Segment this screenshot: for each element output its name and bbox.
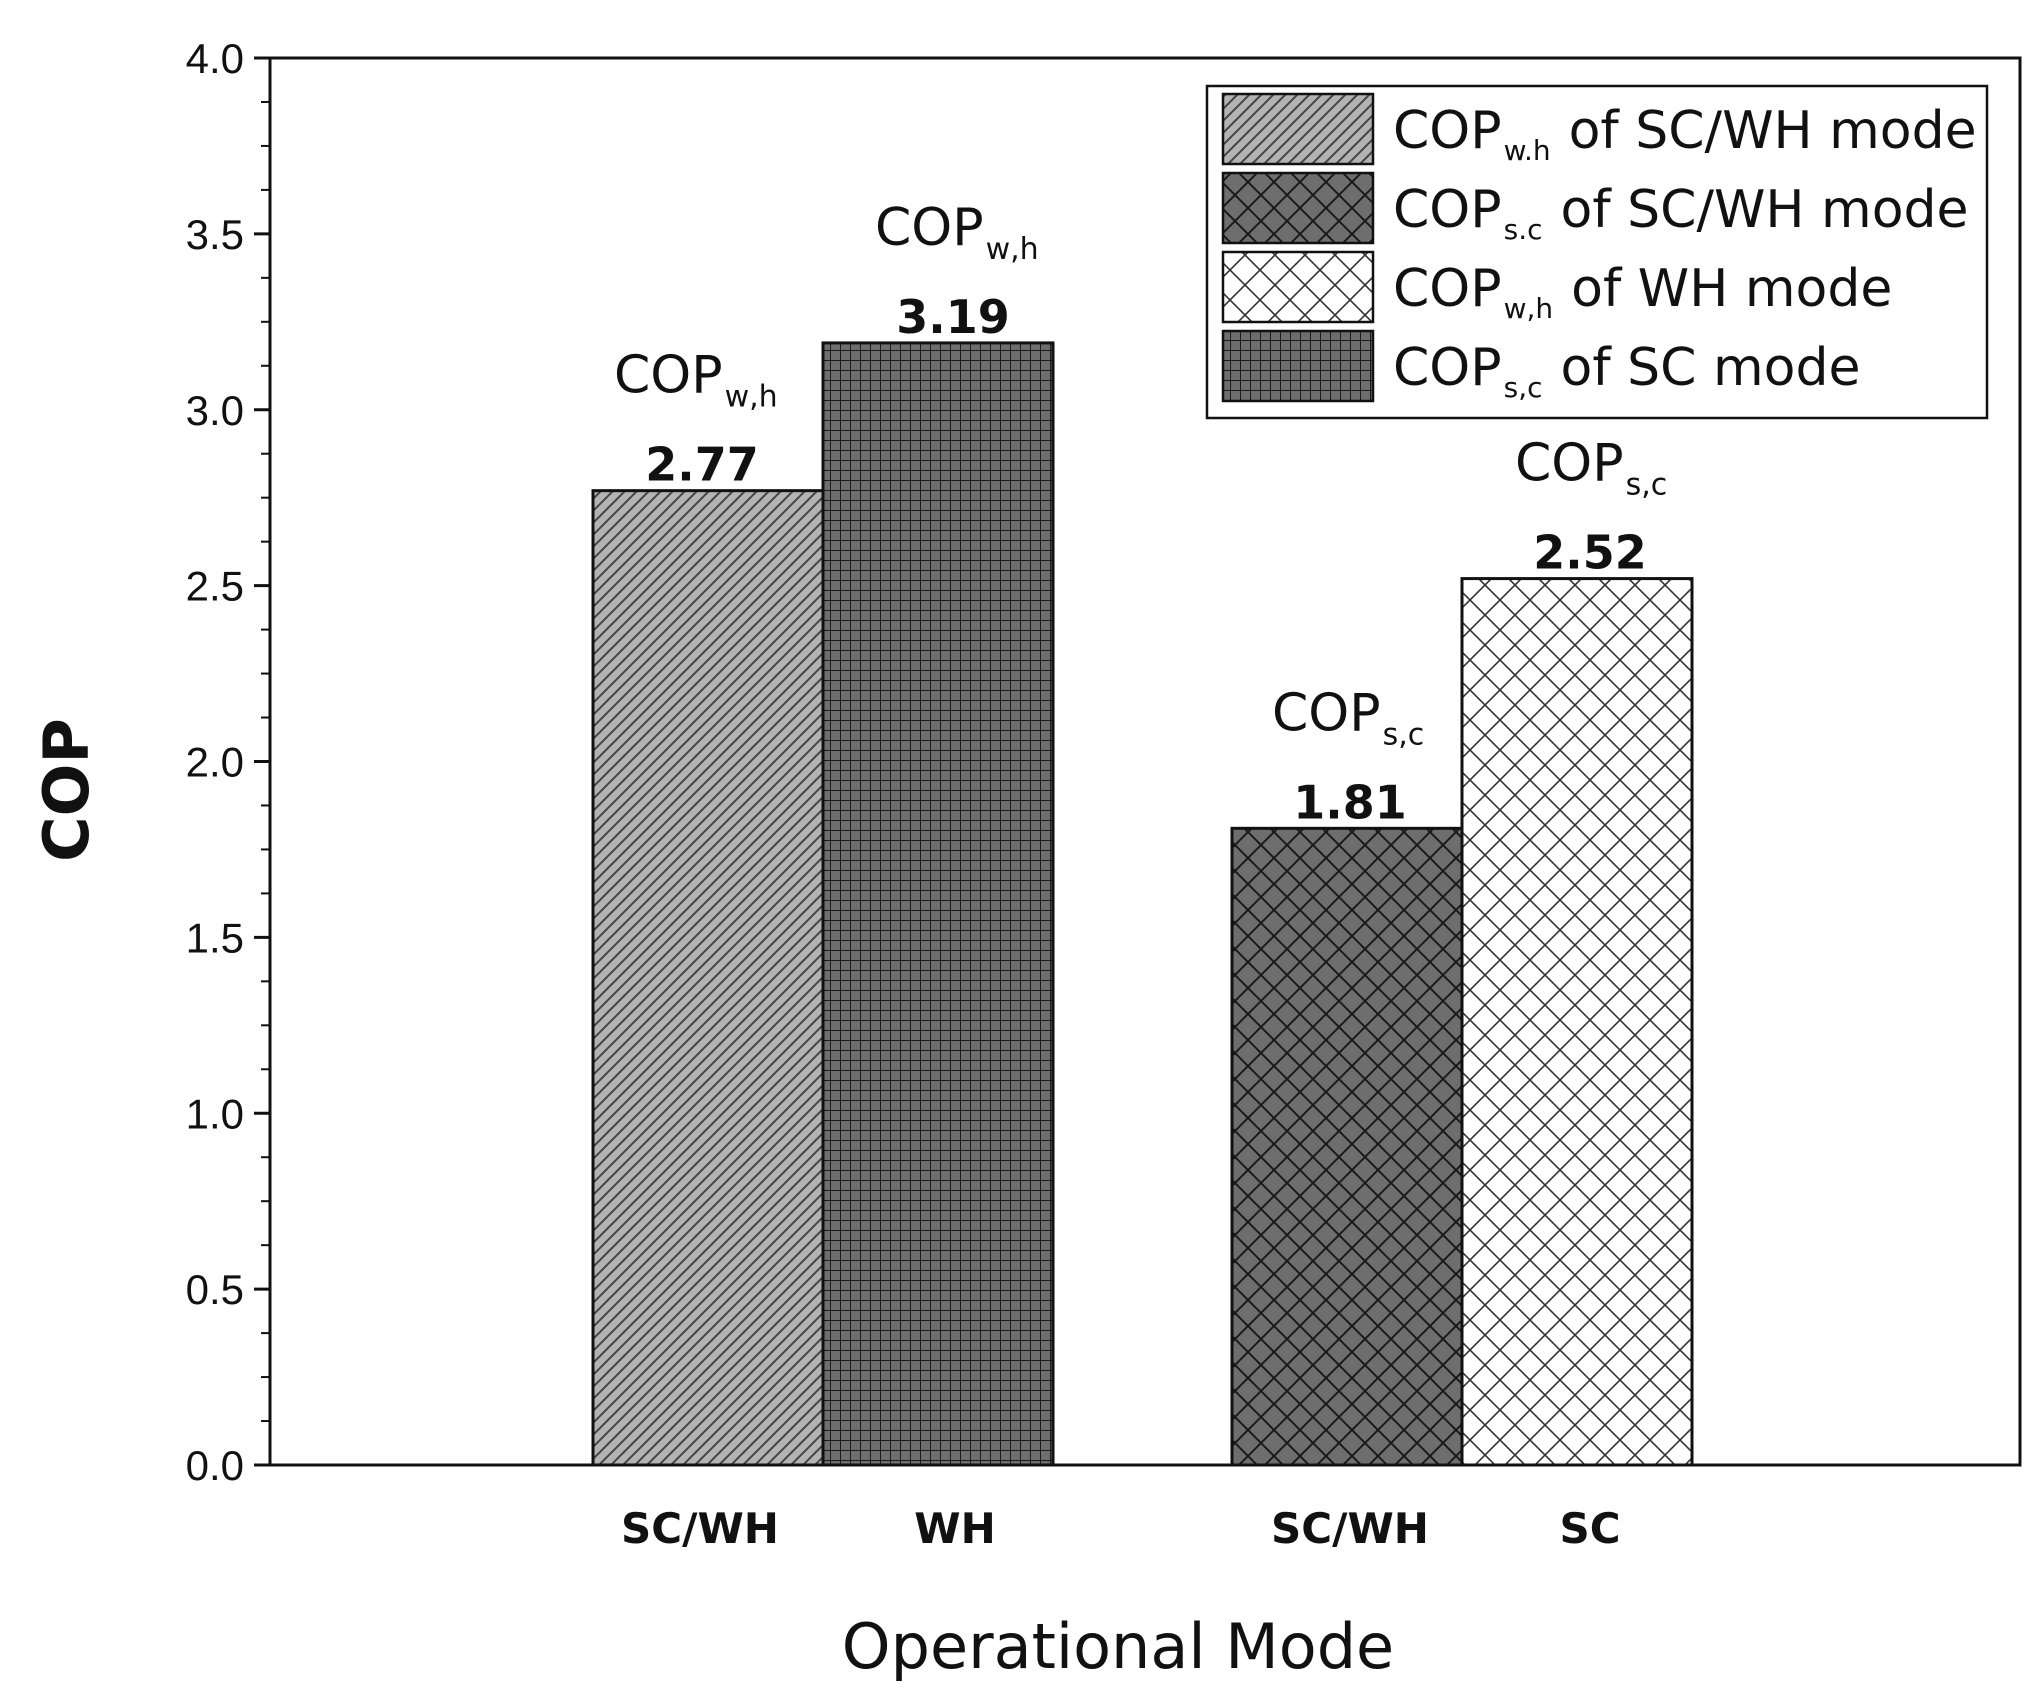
legend-label-subscript: w,h	[1504, 292, 1554, 325]
legend-label-rest: of SC/WH mode	[1561, 180, 1969, 240]
y-axis-title: COP	[30, 718, 103, 862]
bar-3	[1230, 826, 1464, 1467]
x-category-label-3: SC/WH	[1271, 1504, 1429, 1553]
legend-swatch-3	[1221, 250, 1375, 324]
x-category-label-2: WH	[914, 1504, 995, 1553]
y-tick-label: 0.0	[186, 1442, 244, 1489]
cop-annotation-main: COP	[614, 346, 723, 406]
y-tick-label: 2.0	[186, 739, 244, 786]
x-category-label-4: SC	[1559, 1504, 1620, 1553]
legend-label-4: COPs,c of SC mode	[1393, 338, 1860, 404]
bar-4	[1460, 577, 1694, 1467]
legend-label-rest: of WH mode	[1571, 259, 1892, 319]
y-tick-label: 1.5	[186, 914, 244, 961]
cop-annotation-2: COPw,h	[875, 198, 1039, 267]
legend-label-rest: of SC/WH mode	[1569, 101, 1977, 161]
legend-swatch-1	[1221, 92, 1375, 166]
value-label-3: 1.81	[1293, 775, 1407, 829]
y-tick-label: 3.5	[186, 211, 244, 258]
y-tick-label: 3.0	[186, 387, 244, 434]
cop-annotation-subscript: s,c	[1626, 468, 1668, 503]
cop-annotation-main: COP	[1272, 683, 1381, 743]
legend-swatch-2	[1221, 171, 1375, 245]
legend-label-3: COPw,h of WH mode	[1393, 259, 1892, 325]
legend-label-main: COP	[1393, 180, 1502, 240]
legend-label-rest: of SC mode	[1561, 338, 1861, 398]
legend-label-subscript: s,c	[1504, 371, 1543, 404]
legend-label-main: COP	[1393, 338, 1502, 398]
y-tick-label: 4.0	[186, 35, 244, 82]
cop-annotation-main: COP	[875, 198, 984, 258]
bar-2	[821, 341, 1055, 1467]
legend-label-2: COPs.c of SC/WH mode	[1393, 180, 1969, 246]
legend-label-main: COP	[1393, 259, 1502, 319]
value-label-2: 3.19	[896, 290, 1010, 344]
cop-annotation-subscript: w,h	[725, 380, 778, 415]
legend-label-1: COPw.h of SC/WH mode	[1393, 101, 1977, 167]
y-tick-label: 2.5	[186, 563, 244, 610]
cop-annotation-subscript: s,c	[1383, 717, 1425, 752]
value-label-1: 2.77	[645, 438, 759, 492]
x-axis-title: Operational Mode	[842, 1610, 1394, 1683]
bar-1	[591, 489, 825, 1467]
y-tick-label: 1.0	[186, 1090, 244, 1137]
cop-annotation-4: COPs,c	[1515, 434, 1667, 503]
y-tick-label: 0.5	[186, 1266, 244, 1313]
cop-annotation-3: COPs,c	[1272, 683, 1424, 752]
legend-swatch-4	[1221, 329, 1375, 403]
cop-annotation-subscript: w,h	[986, 232, 1039, 267]
legend-label-subscript: w.h	[1504, 134, 1551, 167]
legend-label-main: COP	[1393, 101, 1502, 161]
cop-annotation-main: COP	[1515, 434, 1624, 494]
x-category-label-1: SC/WH	[621, 1504, 779, 1553]
cop-annotation-1: COPw,h	[614, 346, 778, 415]
legend-label-subscript: s.c	[1504, 213, 1543, 246]
value-label-4: 2.52	[1533, 526, 1647, 580]
